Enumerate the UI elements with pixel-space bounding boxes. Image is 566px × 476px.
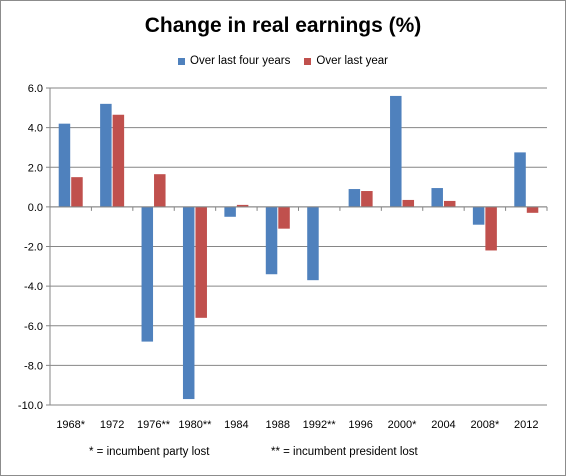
x-tick-label: 1992**: [303, 419, 337, 431]
bar-four-years: [514, 152, 526, 207]
bar-last-year: [526, 206, 539, 213]
footnote-party-lost: * = incumbent party lost: [89, 446, 210, 458]
y-tick-label: -10.0: [18, 400, 43, 412]
x-tick-label: 1984: [224, 419, 248, 431]
bar-four-years: [348, 189, 361, 207]
bar-four-years: [58, 123, 71, 207]
bar-four-years: [472, 206, 485, 225]
bar-four-years: [307, 206, 319, 281]
y-tick-label: -4.0: [24, 281, 43, 293]
bar-last-year: [361, 191, 373, 207]
bar-last-year: [485, 206, 497, 251]
bar-four-years: [431, 188, 443, 207]
bar-last-year: [443, 200, 456, 207]
y-tick-label: 2.0: [28, 162, 43, 174]
x-tick-label: 2012: [514, 419, 538, 431]
x-tick-label: 2004: [431, 419, 455, 431]
bar-last-year: [236, 204, 249, 207]
x-tick-label: 1968*: [56, 419, 85, 431]
bar-four-years: [141, 206, 154, 342]
y-tick-label: -2.0: [24, 242, 43, 254]
bar-four-years: [100, 103, 112, 207]
x-tick-label: 2008*: [470, 419, 499, 431]
y-tick-label: 0.0: [28, 202, 43, 214]
bar-four-years: [224, 206, 236, 217]
legend-label-four-years: Over last four years: [190, 55, 291, 67]
bar-four-years: [265, 206, 278, 275]
y-tick-label: -8.0: [24, 360, 43, 372]
legend-item-four-years: Over last four years: [178, 55, 290, 67]
chart-legend: Over last four years Over last year: [0, 55, 566, 67]
legend-item-last-year: Over last year: [304, 55, 388, 67]
x-tick-label: 1972: [100, 419, 124, 431]
x-tick-label: 2000*: [388, 419, 417, 431]
x-tick-label: 1996: [348, 419, 372, 431]
x-tick-label: 1988: [266, 419, 290, 431]
y-tick-label: -6.0: [24, 321, 43, 333]
x-tick-label: 1980**: [178, 419, 212, 431]
y-tick-label: 6.0: [28, 83, 43, 95]
bar-last-year: [195, 206, 207, 318]
bar-last-year: [112, 114, 125, 207]
bar-last-year: [154, 174, 166, 207]
x-tick-label: 1976**: [137, 419, 171, 431]
y-tick-label: 4.0: [28, 123, 43, 135]
bar-four-years: [390, 95, 402, 207]
bar-last-year: [402, 199, 415, 207]
legend-swatch-four-years: [178, 57, 186, 65]
legend-swatch-last-year: [304, 57, 312, 65]
footnote-president-lost: ** = incumbent president lost: [271, 446, 418, 458]
bar-last-year: [71, 177, 83, 207]
legend-label-last-year: Over last year: [316, 55, 388, 67]
bar-last-year: [278, 206, 290, 229]
bar-four-years: [182, 206, 195, 400]
chart-title: Change in real earnings (%): [144, 14, 422, 37]
